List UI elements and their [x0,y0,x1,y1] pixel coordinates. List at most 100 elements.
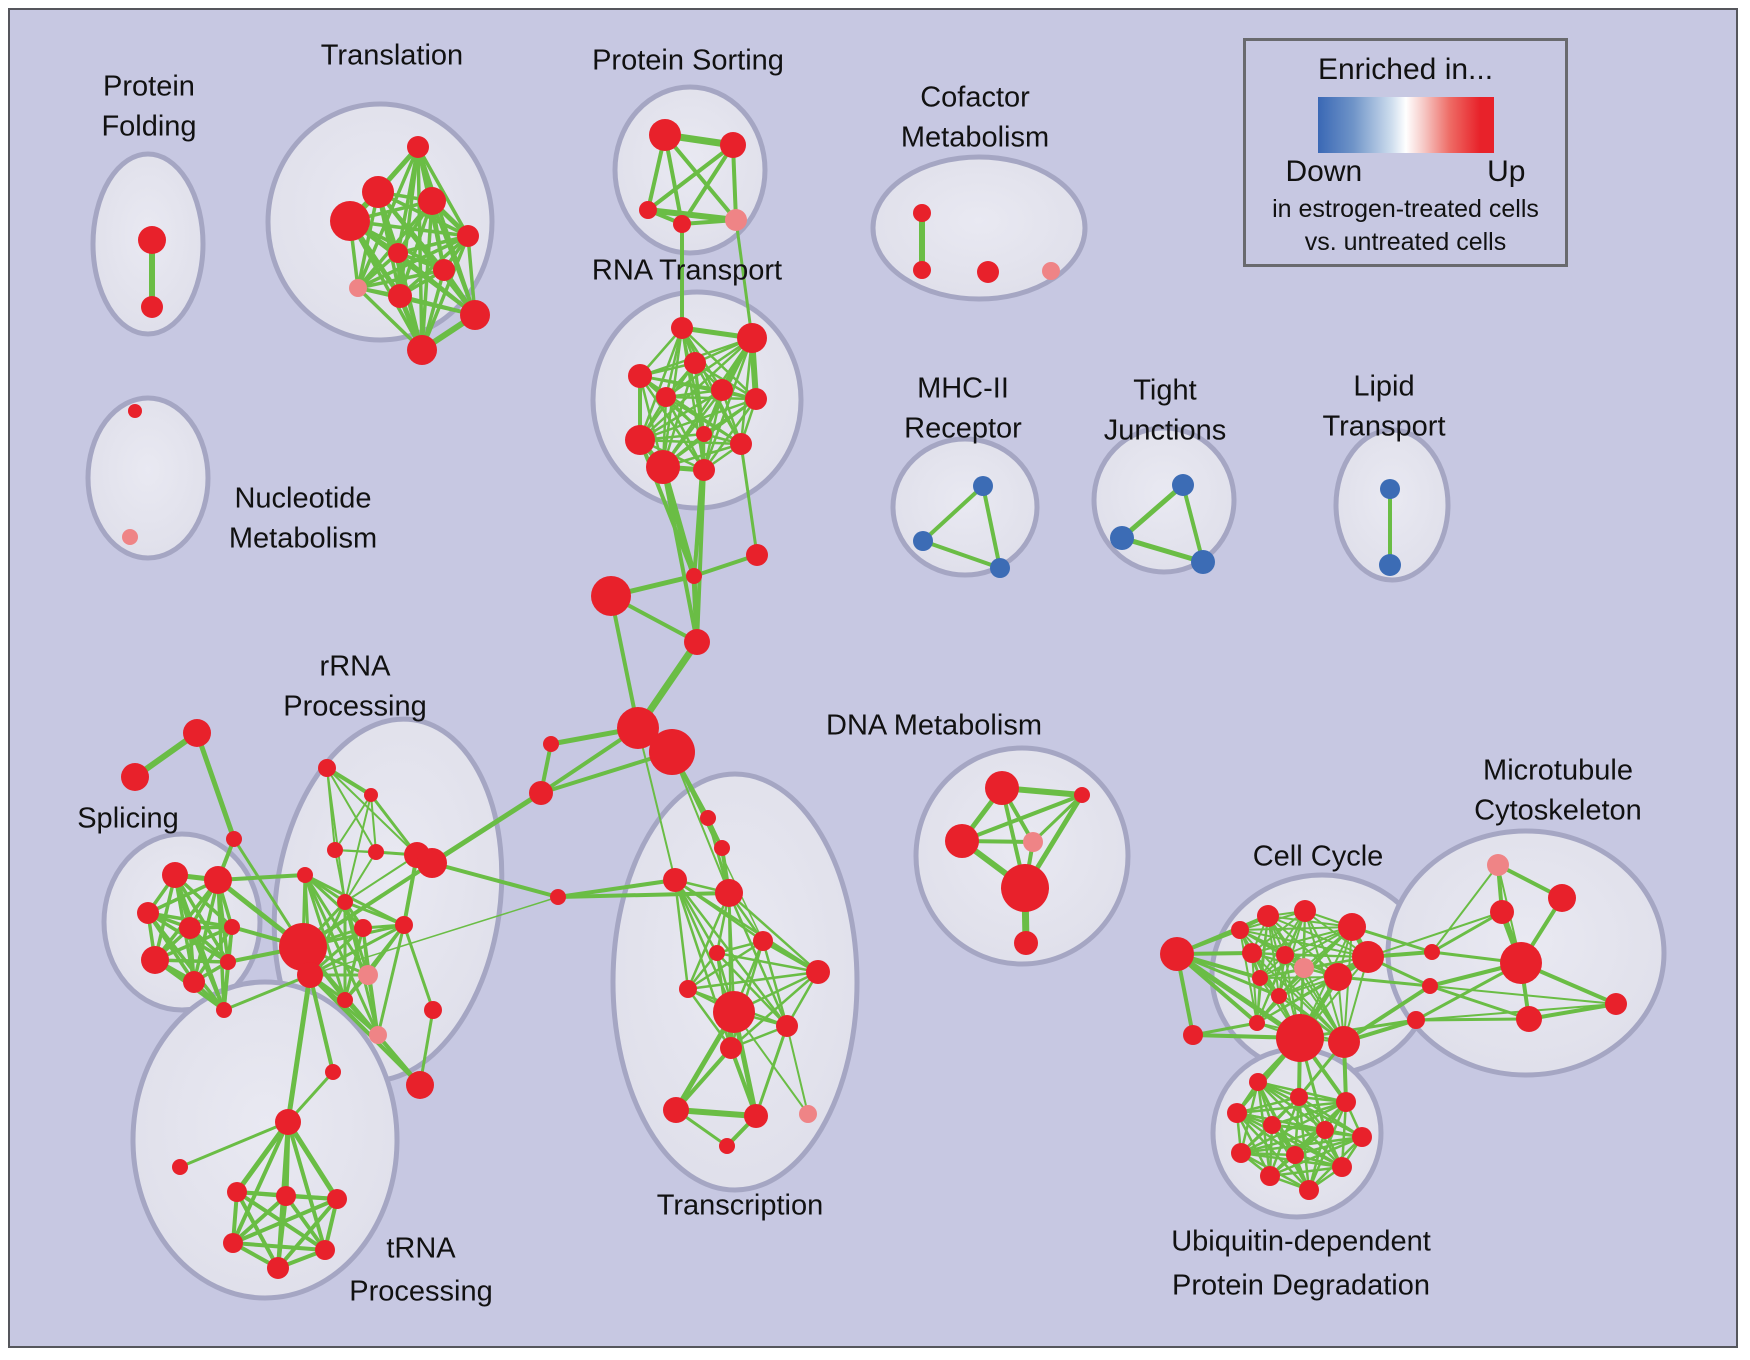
node-rt7[interactable] [745,388,767,410]
node-rr7[interactable] [337,894,353,910]
node-tr11[interactable] [407,335,437,365]
node-ub2[interactable] [1290,1088,1308,1106]
node-rt5[interactable] [656,387,676,407]
node-lt1[interactable] [1380,479,1400,499]
node-cc15[interactable] [1328,1026,1360,1058]
node-tr2[interactable] [362,176,394,208]
node-tj1[interactable] [1172,474,1194,496]
node-ub9[interactable] [1286,1146,1304,1164]
node-mhc3[interactable] [990,558,1010,578]
node-dna1[interactable] [985,771,1019,805]
node-ub8[interactable] [1231,1143,1251,1163]
node-rt4[interactable] [628,364,652,388]
node-tr9[interactable] [388,284,412,308]
node-dna2[interactable] [1074,787,1090,803]
node-sp8[interactable] [220,954,236,970]
node-tri1[interactable] [183,719,211,747]
node-ch1[interactable] [686,568,702,584]
node-ch2[interactable] [746,544,768,566]
node-ub10[interactable] [1332,1157,1352,1177]
node-tx2[interactable] [714,840,730,856]
node-cc6[interactable] [1242,943,1262,963]
node-hub1[interactable] [617,707,659,749]
node-tx9[interactable] [713,991,755,1033]
node-rr6[interactable] [297,867,313,883]
node-rr3[interactable] [327,842,343,858]
node-tn5[interactable] [327,1189,347,1209]
node-mt4[interactable] [1500,942,1542,984]
node-mhc1[interactable] [973,476,993,496]
node-tx12[interactable] [663,1097,689,1123]
node-ch7[interactable] [550,889,566,905]
node-cc5[interactable] [1338,913,1366,941]
node-tx1[interactable] [700,810,716,826]
node-tx14[interactable] [799,1105,817,1123]
node-cof1[interactable] [913,204,931,222]
node-rr8[interactable] [279,923,327,971]
node-rt6[interactable] [711,379,733,401]
node-lt2[interactable] [1379,554,1401,576]
node-pf1[interactable] [138,226,166,254]
node-rr12[interactable] [369,1026,387,1044]
node-cc10[interactable] [1252,970,1268,986]
node-mhc2[interactable] [913,531,933,551]
node-ch6[interactable] [529,781,553,805]
node-ps2[interactable] [720,132,746,158]
node-sp1[interactable] [162,862,188,888]
node-tr1[interactable] [407,136,429,158]
node-ps5[interactable] [725,209,747,231]
node-rt11[interactable] [646,450,680,484]
node-tn8[interactable] [267,1257,289,1279]
node-ps1[interactable] [649,119,681,151]
node-rr2[interactable] [364,788,378,802]
node-tx4[interactable] [715,879,743,907]
node-sp2[interactable] [204,866,232,894]
node-tn3[interactable] [227,1182,247,1202]
node-tr4[interactable] [330,201,370,241]
node-cc3[interactable] [1257,905,1279,927]
node-nm1[interactable] [128,404,142,418]
node-tx10[interactable] [776,1015,798,1037]
node-cc13[interactable] [1249,1015,1265,1031]
node-sp4[interactable] [179,917,201,939]
node-rr17[interactable] [395,916,413,934]
node-cc2[interactable] [1183,1025,1203,1045]
node-tr3[interactable] [418,187,446,215]
node-cc1[interactable] [1160,937,1194,971]
node-ub7[interactable] [1352,1127,1372,1147]
node-rt9[interactable] [696,426,712,442]
node-dna5[interactable] [1001,864,1049,912]
node-dna6[interactable] [1014,931,1038,955]
node-ub4[interactable] [1227,1103,1247,1123]
node-tx15[interactable] [719,1138,735,1154]
node-tj3[interactable] [1191,550,1215,574]
node-sp3[interactable] [137,902,159,924]
node-tx3[interactable] [663,868,687,892]
node-ub11[interactable] [1260,1166,1280,1186]
node-rr14[interactable] [424,1001,442,1019]
node-sp5[interactable] [224,919,240,935]
node-sp6[interactable] [141,946,169,974]
node-tx11[interactable] [720,1037,742,1059]
node-dna4[interactable] [1023,832,1043,852]
node-tri2[interactable] [121,763,149,791]
node-tri3[interactable] [226,831,242,847]
node-rr11[interactable] [337,992,353,1008]
node-rt1[interactable] [671,317,693,339]
node-ch5[interactable] [543,736,559,752]
node-tn9[interactable] [325,1064,341,1080]
node-rt12[interactable] [693,459,715,481]
node-mtb2[interactable] [1422,978,1438,994]
node-ub12[interactable] [1299,1180,1319,1200]
node-cc4[interactable] [1294,900,1316,922]
node-tn4[interactable] [276,1186,296,1206]
node-tn6[interactable] [223,1233,243,1253]
node-rr10[interactable] [358,965,378,985]
node-tx13[interactable] [744,1104,768,1128]
node-tr5[interactable] [457,225,479,247]
node-rt3[interactable] [684,352,706,374]
node-tr8[interactable] [349,279,367,297]
node-tr10[interactable] [460,300,490,330]
node-tr6[interactable] [388,243,408,263]
node-hub2[interactable] [649,729,695,775]
